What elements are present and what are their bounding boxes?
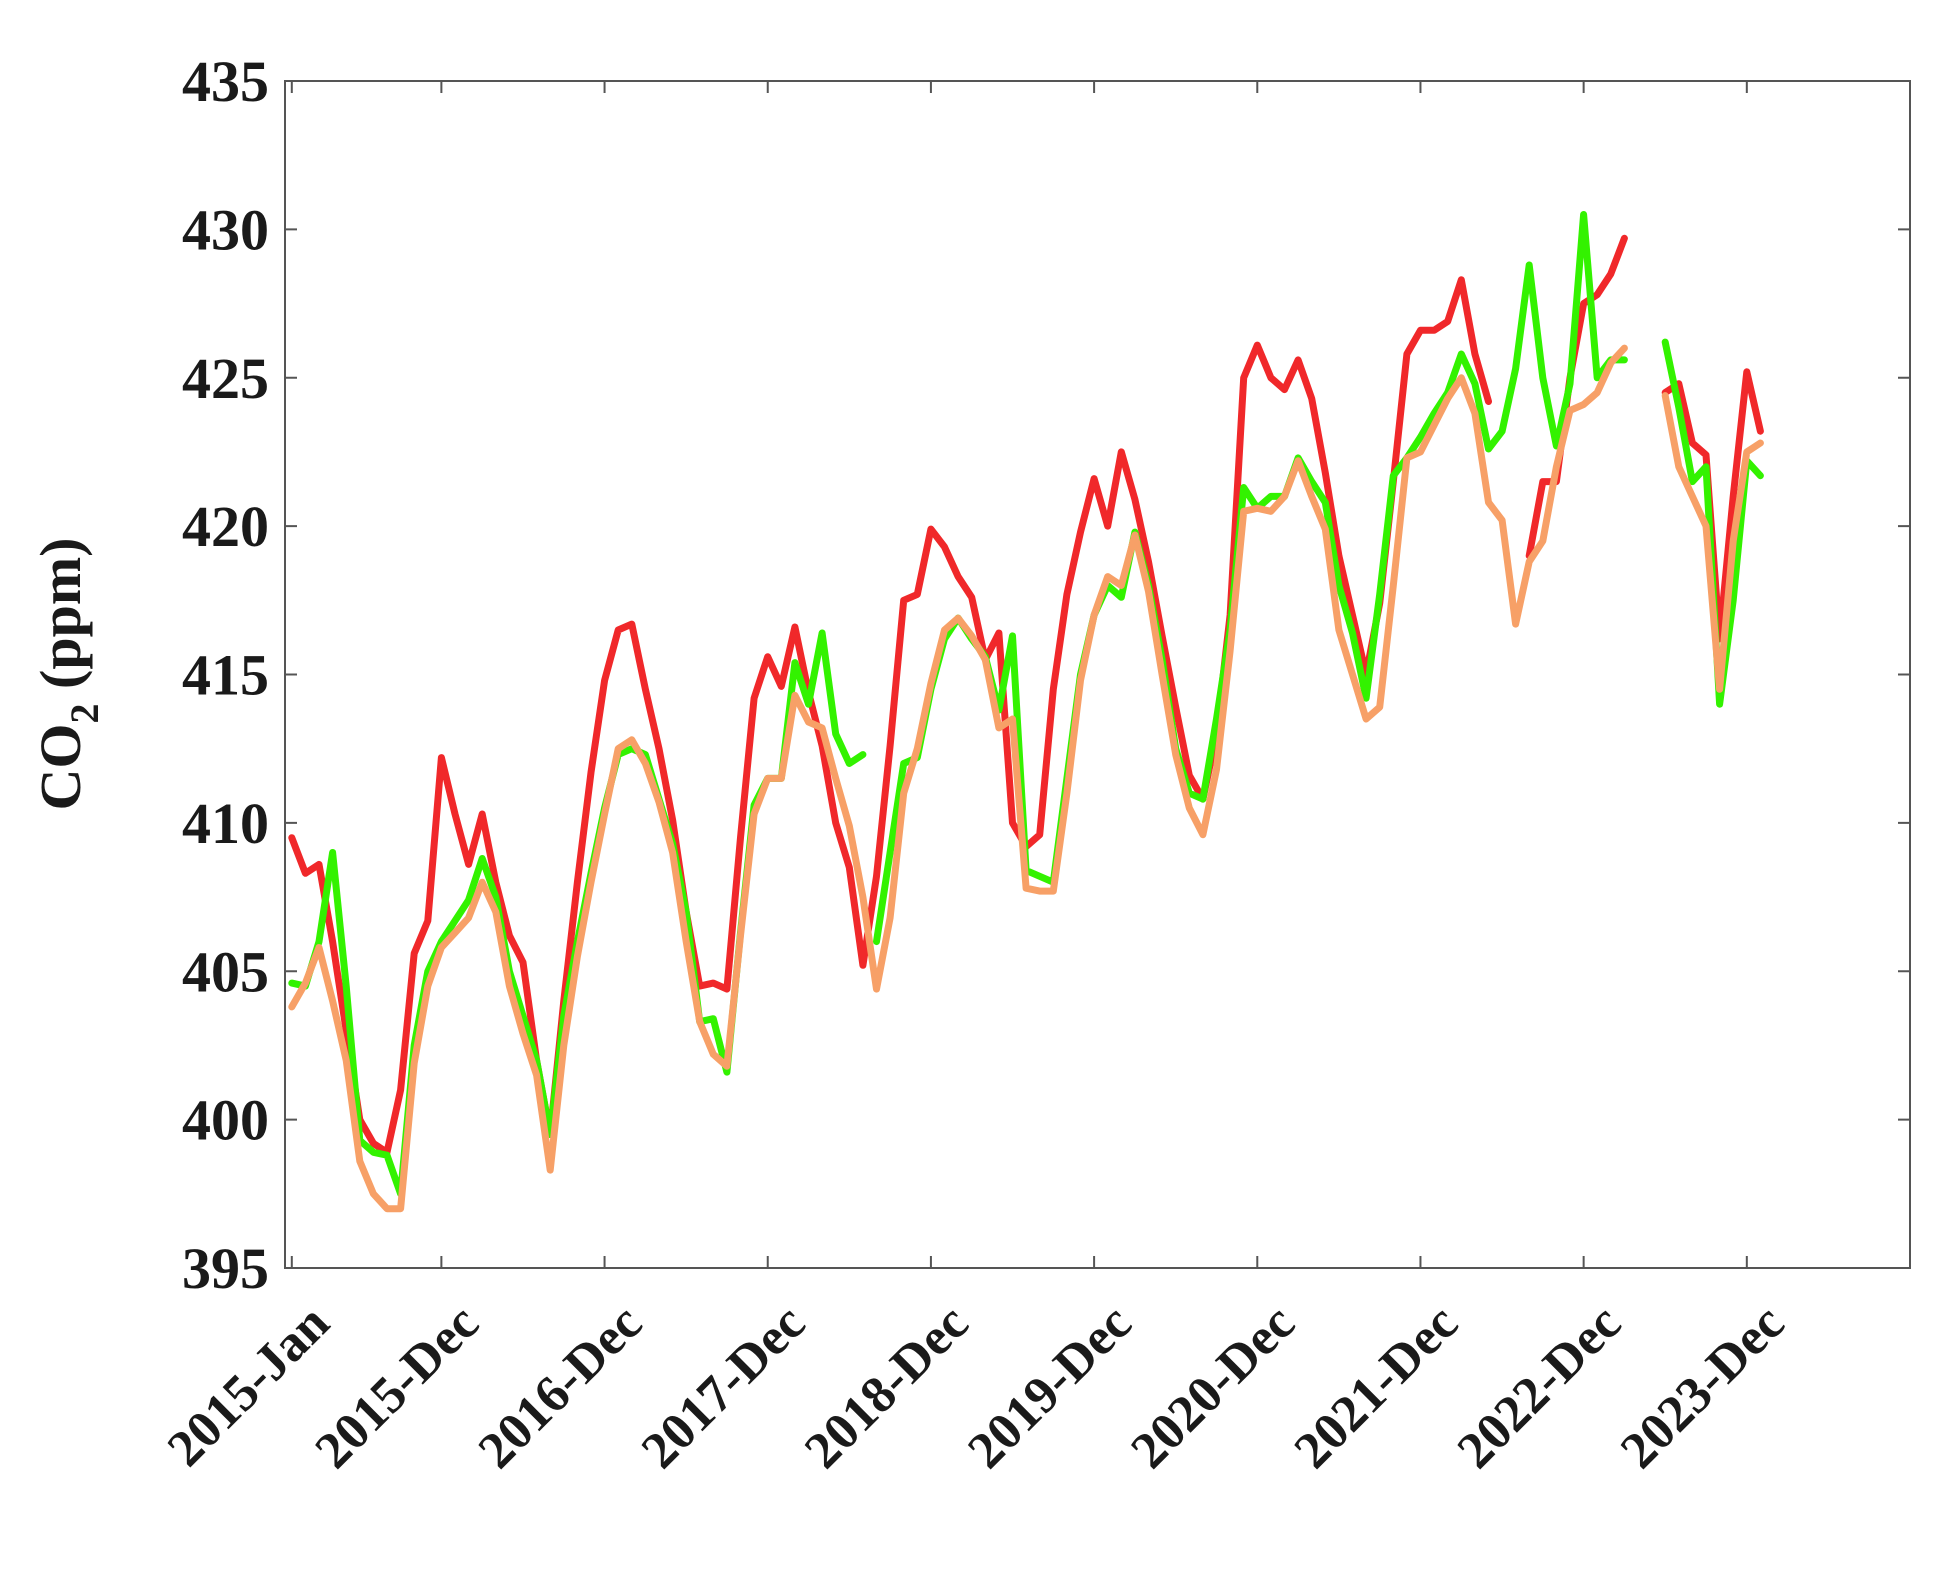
y-tick-label: 410: [182, 791, 269, 856]
y-tick-label: 430: [182, 197, 269, 262]
y-axis-label-subscript: 2: [62, 703, 107, 723]
x-tick-label: 2015-Jan: [157, 1294, 340, 1477]
y-tick-label: 400: [182, 1088, 269, 1153]
series-line-3: [288, 344, 1764, 1213]
y-tick-label: 415: [182, 643, 269, 708]
x-tick-label: 2022-Dec: [1447, 1294, 1632, 1479]
y-tick-label: 420: [182, 494, 269, 559]
plot-frame: [284, 80, 1911, 1269]
y-axis-label: CO2 (ppm): [28, 538, 107, 811]
x-tick-label: 2016-Dec: [468, 1294, 653, 1479]
y-axis-label-unit: (ppm): [28, 538, 93, 704]
series-layer: [288, 211, 1764, 1213]
x-tick-label: 2017-Dec: [631, 1294, 816, 1479]
series-line-2: [288, 211, 1764, 1198]
y-tick-label: 405: [182, 939, 269, 1004]
x-tick-label: 2021-Dec: [1284, 1294, 1469, 1479]
y-axis-label-main: CO: [28, 723, 93, 810]
x-axis: 2015-Jan2015-Dec2016-Dec2017-Dec2018-Dec…: [157, 81, 1795, 1479]
x-tick-label: 2018-Dec: [794, 1294, 979, 1479]
x-tick-label: 2019-Dec: [957, 1294, 1142, 1479]
y-axis: 395 400 405 410 415 420 425 430 435: [182, 49, 1910, 1301]
y-tick-label: 395: [182, 1236, 269, 1301]
x-tick-label: 2015-Dec: [305, 1294, 490, 1479]
x-tick-label: 2023-Dec: [1610, 1294, 1795, 1479]
y-tick-label: 435: [182, 49, 269, 114]
x-tick-label: 2020-Dec: [1120, 1294, 1305, 1479]
y-tick-label: 425: [182, 346, 269, 411]
